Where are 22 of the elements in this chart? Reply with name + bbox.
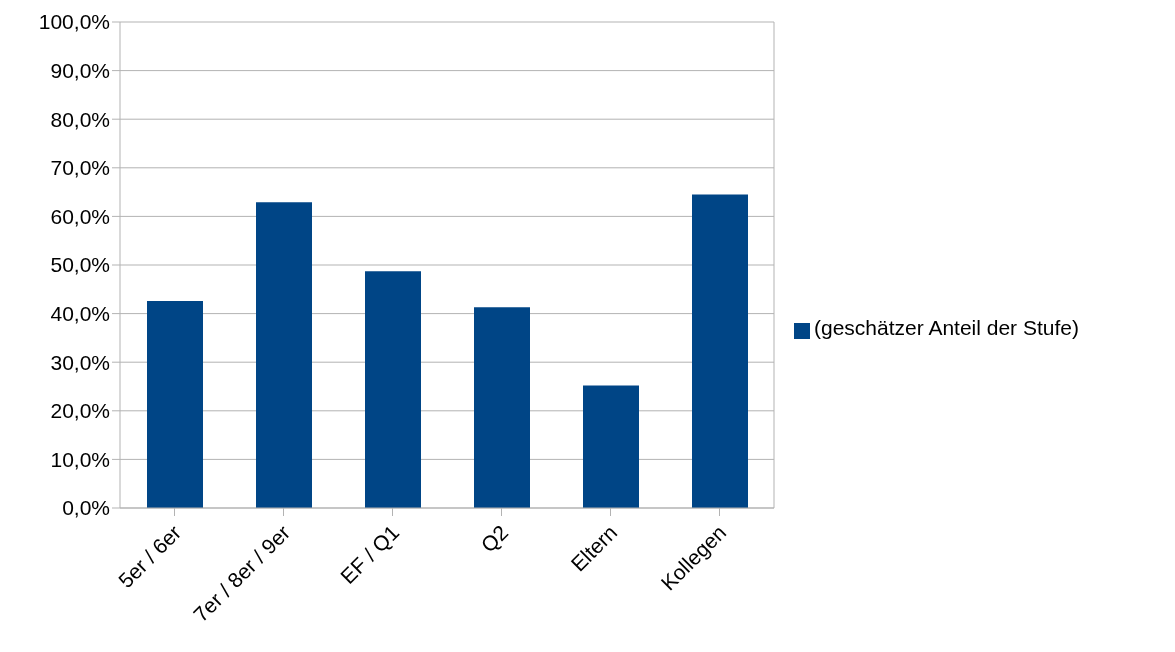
y-tick-label: 50,0% (50, 253, 110, 277)
bar (583, 385, 639, 508)
y-tick-label: 100,0% (38, 10, 110, 34)
x-tick-label: 5er / 6er (113, 520, 186, 593)
y-tick-label: 0,0% (62, 496, 110, 520)
x-tick-label: Q2 (476, 520, 513, 557)
bar (692, 194, 748, 508)
y-tick-label: 60,0% (50, 204, 110, 228)
y-tick-label: 40,0% (50, 302, 110, 326)
x-tick-label: 7er / 8er / 9er (188, 520, 295, 626)
y-tick-label: 30,0% (50, 350, 110, 374)
bar (474, 307, 530, 508)
y-tick-label: 80,0% (50, 107, 110, 131)
y-tick-label: 90,0% (50, 59, 110, 83)
bar (365, 271, 421, 508)
bar (147, 300, 203, 508)
x-tick-label: EF / Q1 (335, 520, 404, 588)
y-tick-label: 20,0% (50, 399, 110, 423)
y-tick-label: 70,0% (50, 156, 110, 180)
y-tick-label: 10,0% (50, 447, 110, 471)
legend-label: (geschätzer Anteil der Stufe) (814, 316, 1079, 339)
bar (256, 202, 312, 508)
